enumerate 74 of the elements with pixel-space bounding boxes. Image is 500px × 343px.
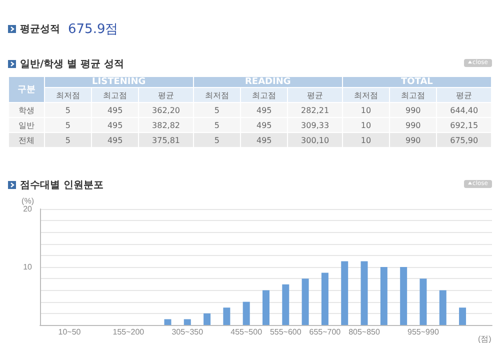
text: 990 (390, 118, 437, 132)
text: 495 (240, 132, 288, 148)
text: 최고점 (390, 88, 437, 102)
x-tick-label: 455~500 (230, 328, 263, 336)
text: 최고점 (92, 88, 139, 102)
text: 990 (390, 102, 437, 118)
text: 평균 (138, 88, 194, 102)
text: 5 (44, 132, 92, 148)
chart-title: 점수대별 인원분포 (19, 179, 104, 192)
text: 평균 (436, 88, 492, 102)
bar (204, 313, 211, 325)
text: 평균성적 (20, 24, 60, 35)
text: 692,15 (436, 118, 492, 132)
text: 학생 (8, 102, 44, 118)
text: 495 (240, 118, 288, 132)
bar (420, 278, 427, 325)
text: 675,90 (436, 132, 492, 148)
text: 전체 (8, 132, 44, 148)
text: 최저점 (193, 88, 241, 102)
bar (242, 302, 250, 325)
bar (262, 290, 270, 325)
text: 최저점 (44, 88, 92, 102)
y-axis-title: (%) (22, 196, 34, 206)
bar (164, 319, 172, 325)
x-tick-label: 955~990 (408, 328, 440, 336)
text: 990 (390, 132, 437, 148)
text: 5 (44, 102, 92, 118)
bar (380, 267, 388, 325)
text: 282,21 (288, 102, 342, 118)
bar (459, 308, 466, 325)
text: 최고점 (240, 88, 288, 102)
text: 300,10 (288, 132, 342, 148)
bar (321, 272, 328, 325)
text: 5 (193, 102, 241, 118)
x-axis-title: (점) (478, 334, 492, 343)
text: 5 (193, 132, 241, 148)
text: 구분 (8, 76, 44, 102)
x-tick-label: 155~200 (112, 328, 145, 336)
text: 375,81 (138, 132, 194, 148)
text: 382,82 (138, 118, 194, 132)
text: 362,20 (138, 102, 194, 118)
text: 495 (92, 132, 139, 148)
y-tick-label: 20 (23, 204, 33, 214)
text: 675.9점 (68, 21, 118, 38)
text: 644,40 (436, 102, 492, 118)
text: 평균 (288, 88, 342, 102)
text: 495 (240, 102, 288, 118)
x-tick-label: 10~50 (58, 328, 82, 336)
bar (400, 267, 408, 325)
x-tick-label: 805~850 (348, 328, 380, 336)
text: 일반/학생 별 평균 성적 (19, 58, 124, 71)
text: 10 (342, 132, 390, 148)
text: READING (193, 76, 342, 88)
text: 10 (342, 118, 390, 132)
bar (282, 284, 290, 325)
bar (360, 261, 368, 325)
bar (184, 319, 191, 325)
bar (223, 308, 230, 325)
bar (341, 261, 348, 325)
x-tick-label: 305~350 (172, 328, 204, 336)
text: 5 (44, 118, 92, 132)
text: 일반 (8, 118, 44, 132)
text: LISTENING (44, 76, 194, 88)
text: 5 (193, 118, 241, 132)
text: 최저점 (342, 88, 390, 102)
text: 495 (92, 102, 139, 118)
bar (439, 290, 446, 325)
text: 495 (92, 118, 139, 132)
bar (302, 278, 309, 325)
x-tick-label: 555~600 (270, 328, 302, 336)
text: 10 (342, 102, 390, 118)
x-tick-label: 655~700 (309, 328, 342, 336)
text: 309,33 (288, 118, 342, 132)
text: TOTAL (342, 76, 492, 88)
